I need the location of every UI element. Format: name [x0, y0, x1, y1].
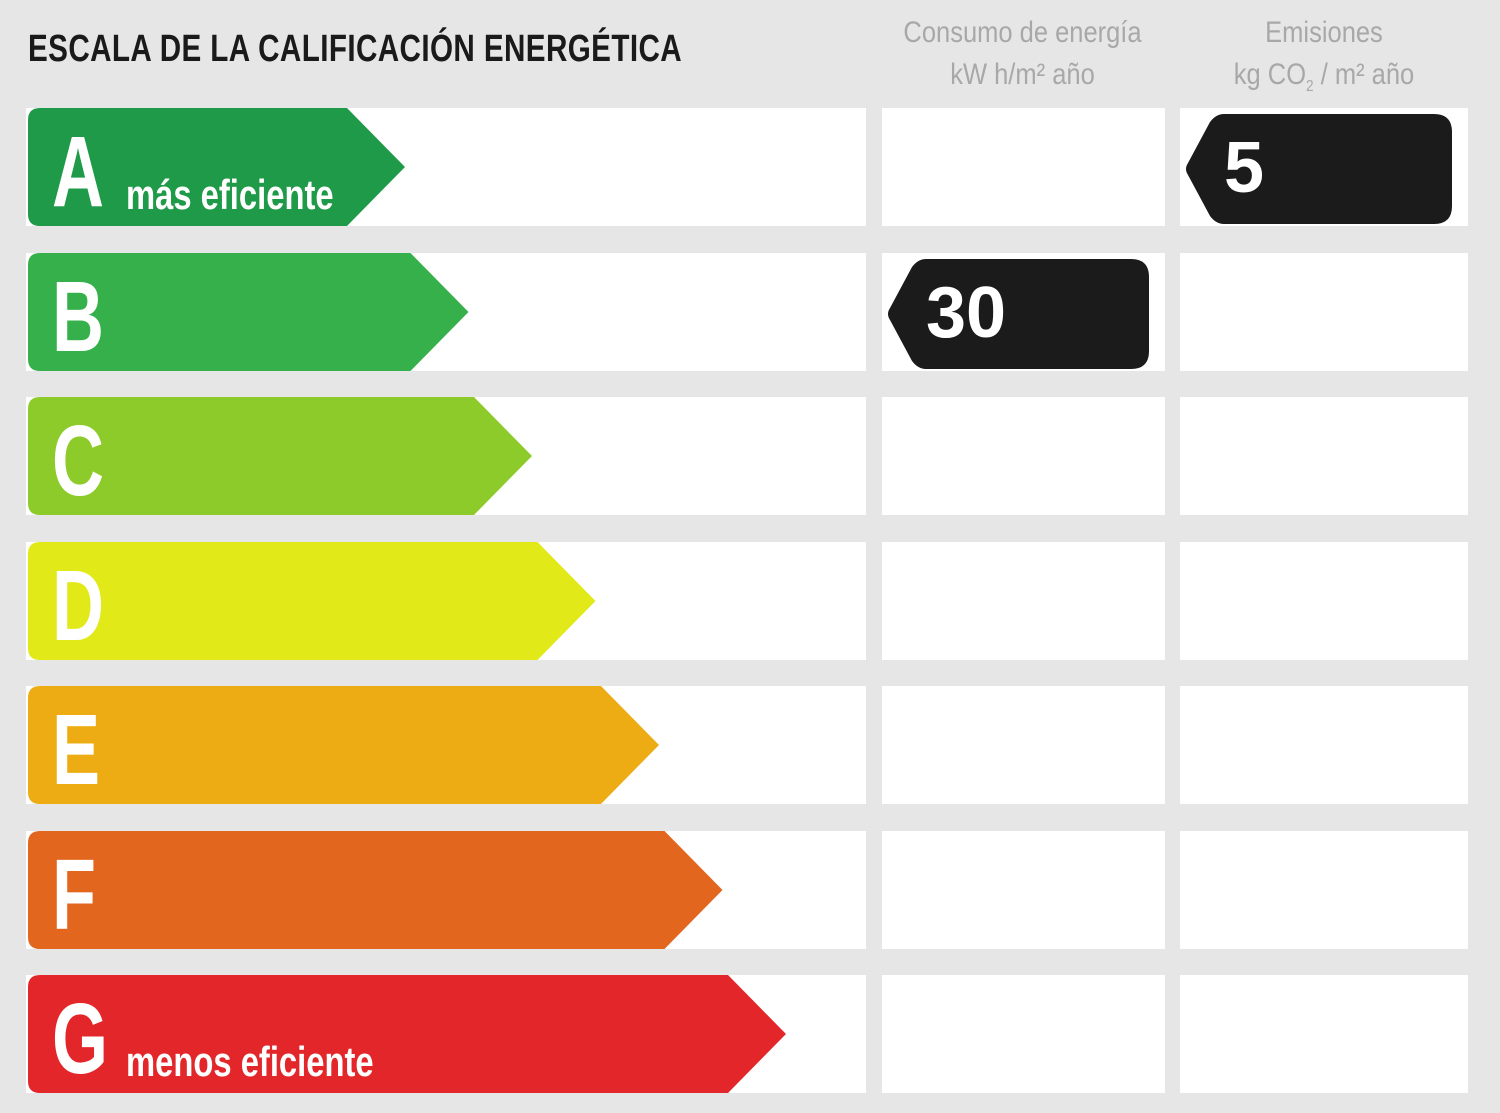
bar-letter-b: B: [52, 261, 104, 373]
cell-scale-b: [26, 253, 866, 371]
cell-emissions-e: [1180, 686, 1468, 804]
cell-emissions-d: [1180, 542, 1468, 660]
bar-letter-e: E: [52, 694, 101, 806]
cell-energy-c: [882, 397, 1165, 515]
emissions-column-header: Emisiones kg CO2 / m² año: [1200, 12, 1448, 108]
indicator-value-energy: 30: [926, 273, 1007, 353]
cell-scale-e: [26, 686, 866, 804]
cell-energy-e: [882, 686, 1165, 804]
bar-note-g: menos eficiente: [126, 1038, 374, 1085]
cell-emissions-f: [1180, 831, 1468, 949]
cell-energy-d: [882, 542, 1165, 660]
energy-column-header: Consumo de energía kW h/m² año: [901, 12, 1143, 96]
cell-scale-d: [26, 542, 866, 660]
cell-scale-c: [26, 397, 866, 515]
cell-energy-b: [882, 253, 1165, 371]
bar-letter-g: G: [52, 983, 109, 1095]
energy-header-line1: Consumo de energía: [903, 16, 1142, 49]
cell-emissions-b: [1180, 253, 1468, 371]
bar-letter-a: A: [52, 116, 104, 228]
bar-letter-d: D: [52, 550, 104, 662]
cell-emissions-g: [1180, 975, 1468, 1093]
page-title: ESCALA DE LA CALIFICACIÓN ENERGÉTICA: [28, 28, 683, 70]
cell-energy-f: [882, 831, 1165, 949]
cell-energy-a: [882, 108, 1165, 226]
cell-emissions-c: [1180, 397, 1468, 515]
bar-letter-c: C: [52, 405, 104, 517]
indicator-value-emissions: 5: [1224, 128, 1265, 208]
bar-letter-f: F: [52, 839, 96, 951]
bar-note-a: más eficiente: [126, 171, 334, 218]
emissions-header-line2: kg CO2 / m² año: [1233, 58, 1415, 95]
cell-energy-g: [882, 975, 1165, 1093]
emissions-header-line1: Emisiones: [1265, 16, 1383, 49]
cell-scale-f: [26, 831, 866, 949]
energy-header-line2: kW h/m² año: [950, 58, 1095, 91]
